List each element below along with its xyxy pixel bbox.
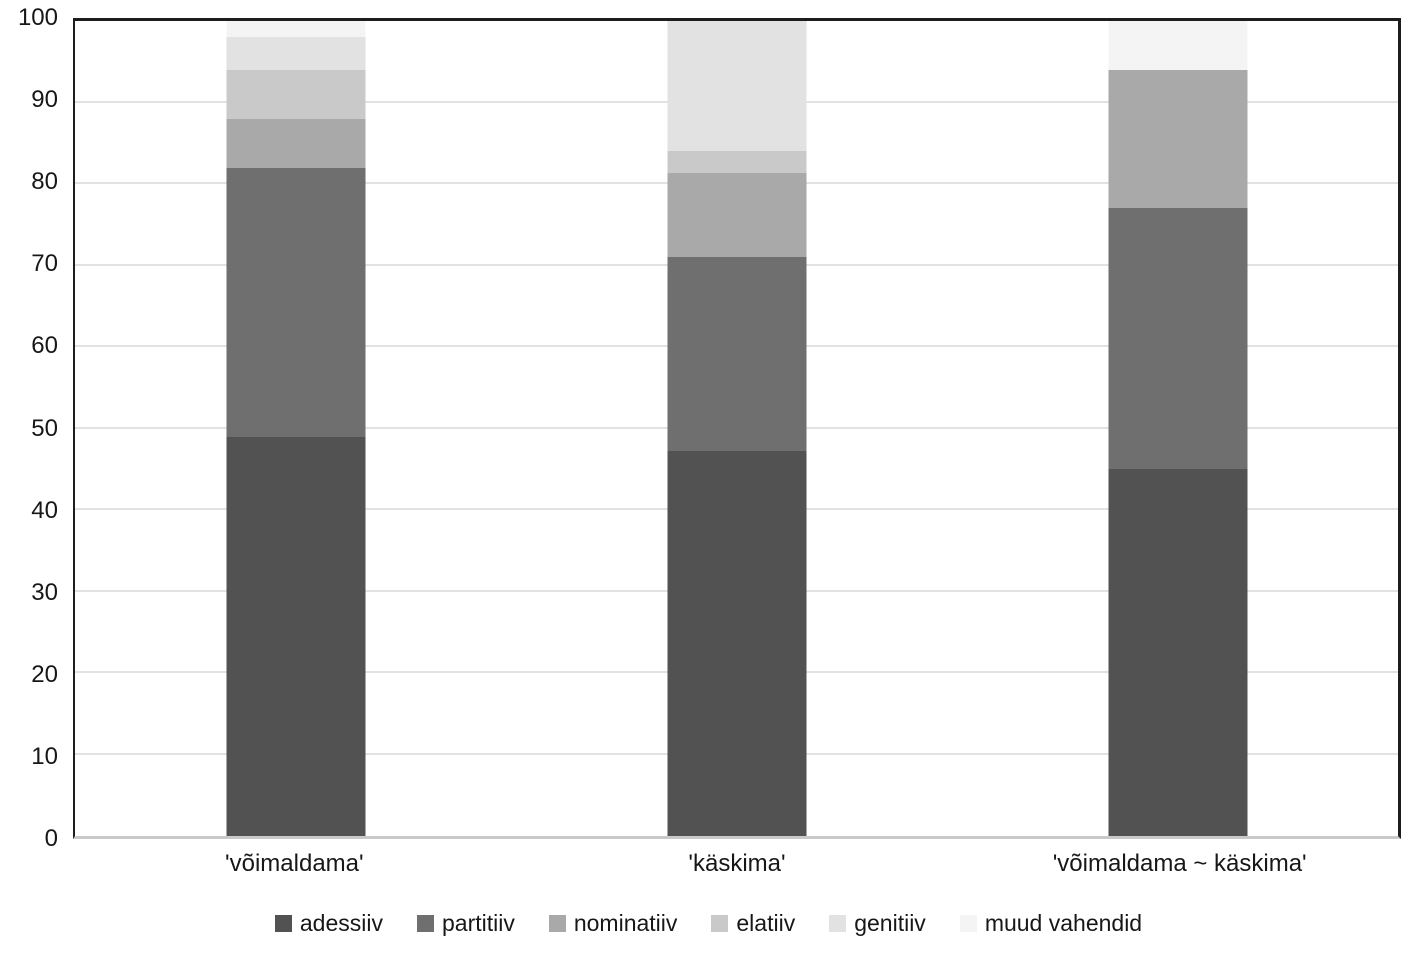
segment-partitiiv <box>1108 208 1247 470</box>
y-tick-label-30: 30 <box>31 578 58 606</box>
x-axis: 'võimaldama' 'käskima' 'võimaldama ~ käski… <box>73 850 1401 878</box>
segment-nominatiiv <box>667 173 806 258</box>
x-category-label-3: 'võimaldama ~ käskima' <box>1052 850 1307 877</box>
legend-swatch-icon <box>711 915 729 932</box>
legend-item-muud-vahendid: muud vahendid <box>959 910 1143 937</box>
y-tick-label-60: 60 <box>31 332 58 360</box>
segment-adessiiv <box>226 436 365 836</box>
segment-muud-vahendid <box>1108 21 1247 70</box>
y-tick-label-50: 50 <box>31 414 58 442</box>
legend-swatch-icon <box>274 915 292 932</box>
segment-genitiiv <box>226 37 365 70</box>
stacked-bar-2 <box>667 21 806 836</box>
legend-swatch-icon <box>829 915 847 932</box>
y-tick-label-70: 70 <box>31 250 58 278</box>
x-category-label-2: 'käskima' <box>688 850 786 877</box>
y-tick-label-0: 0 <box>44 825 58 852</box>
legend-label: genitiiv <box>854 910 926 936</box>
legend-swatch-icon <box>416 915 434 932</box>
legend-label: partitiiv <box>441 910 515 936</box>
segment-adessiiv <box>1108 469 1247 836</box>
y-tick-label-20: 20 <box>31 660 58 688</box>
legend-swatch-icon <box>548 915 566 932</box>
segment-partitiiv <box>667 257 806 451</box>
legend-label: elatiiv <box>736 910 796 936</box>
legend: adessiiv partitiiv nominatiiv elatiiv geniti… <box>0 910 1417 937</box>
legend-label: muud vahendid <box>984 910 1143 936</box>
stacked-bar-1 <box>226 21 365 836</box>
segment-nominatiiv <box>226 118 365 168</box>
legend-label: adessiiv <box>299 910 383 936</box>
y-tick-label-10: 10 <box>31 742 58 770</box>
segment-genitiiv <box>667 21 806 152</box>
plot-area <box>73 18 1401 839</box>
legend-item-adessiiv: adessiiv <box>274 910 383 937</box>
x-category-label-1: 'võimaldama' <box>225 850 364 877</box>
stacked-bar-3 <box>1108 21 1247 836</box>
y-tick-label-80: 80 <box>31 168 58 196</box>
segment-nominatiiv <box>1108 69 1247 209</box>
segment-elatiiv <box>226 69 365 119</box>
legend-label: nominatiiv <box>573 910 678 936</box>
segment-adessiiv <box>667 450 806 836</box>
legend-swatch-icon <box>959 915 977 932</box>
legend-item-elatiiv: elatiiv <box>711 910 795 937</box>
legend-item-genitiiv: genitiiv <box>829 910 926 937</box>
y-tick-label-90: 90 <box>31 86 58 114</box>
y-tick-label-100: 100 <box>17 4 58 31</box>
segment-muud-vahendid <box>226 21 365 38</box>
legend-item-nominatiiv: nominatiiv <box>548 910 678 937</box>
y-axis: 0 10 20 30 40 50 60 70 80 90 100 <box>0 4 58 852</box>
segment-partitiiv <box>226 167 365 437</box>
legend-item-partitiiv: partitiiv <box>416 910 515 937</box>
y-tick-label-40: 40 <box>31 496 58 524</box>
segment-elatiiv <box>667 151 806 174</box>
